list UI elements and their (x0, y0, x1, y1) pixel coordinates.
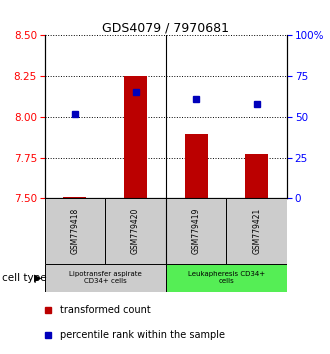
Text: cell type: cell type (2, 273, 46, 283)
Bar (45, 198, 105, 264)
Bar (166, 198, 226, 264)
Bar (184, 134, 208, 198)
Bar (166, 264, 287, 292)
Text: percentile rank within the sample: percentile rank within the sample (60, 330, 225, 339)
Text: GSM779421: GSM779421 (252, 208, 261, 254)
Bar (105, 198, 166, 264)
Title: GDS4079 / 7970681: GDS4079 / 7970681 (102, 21, 229, 34)
Text: ▶: ▶ (34, 273, 42, 283)
Text: GSM779418: GSM779418 (70, 208, 80, 254)
Bar (45, 264, 166, 292)
Bar (63, 197, 86, 198)
Bar (226, 198, 287, 264)
Text: transformed count: transformed count (60, 305, 151, 315)
Text: GSM779419: GSM779419 (192, 208, 201, 254)
Bar (245, 154, 268, 198)
Text: Leukapheresis CD34+
cells: Leukapheresis CD34+ cells (188, 272, 265, 284)
Text: GSM779420: GSM779420 (131, 208, 140, 254)
Bar (124, 76, 147, 198)
Text: Lipotransfer aspirate
CD34+ cells: Lipotransfer aspirate CD34+ cells (69, 272, 142, 284)
